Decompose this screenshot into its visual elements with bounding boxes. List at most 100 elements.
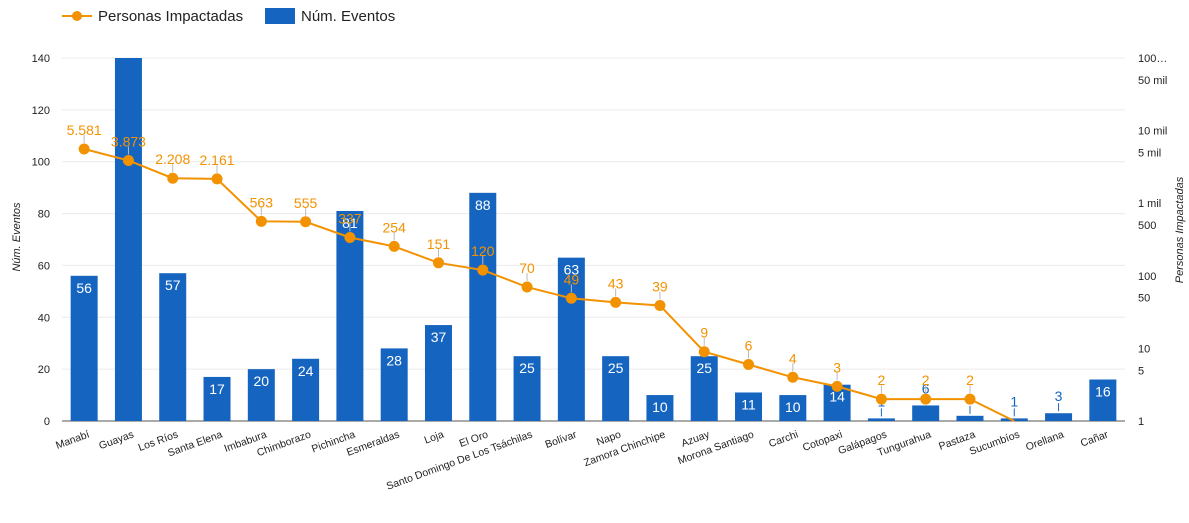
bar-data-label: 16 bbox=[1095, 384, 1111, 400]
bar-data-label: 10 bbox=[652, 399, 668, 415]
line-data-label: 563 bbox=[250, 194, 274, 210]
bar bbox=[469, 192, 497, 421]
bar bbox=[602, 356, 630, 421]
category-label: Guayas bbox=[97, 429, 135, 453]
bar bbox=[779, 395, 807, 421]
line-point bbox=[300, 216, 312, 228]
line-data-label: 120 bbox=[471, 243, 495, 259]
bar bbox=[336, 210, 364, 421]
line-point bbox=[388, 240, 400, 252]
bar-data-label: 37 bbox=[431, 329, 447, 345]
bar-data-label: 88 bbox=[475, 197, 491, 213]
left-tick-label: 140 bbox=[32, 53, 50, 65]
left-tick-label: 0 bbox=[44, 416, 50, 428]
left-axis: 0 20 40 60 80 100 120 140 bbox=[32, 53, 50, 428]
bar-data-label: 25 bbox=[696, 360, 712, 376]
bar-data-label: 81 bbox=[342, 215, 358, 231]
line-data-label: 43 bbox=[608, 275, 624, 291]
line-data-label: 39 bbox=[652, 278, 668, 294]
bar-data-label: 20 bbox=[254, 373, 270, 389]
line-point bbox=[610, 296, 622, 308]
line-point bbox=[654, 299, 666, 311]
line-data-label: 49 bbox=[564, 271, 580, 287]
line-point bbox=[875, 393, 887, 405]
line-point bbox=[698, 346, 710, 358]
legend-label-personas: Personas Impactadas bbox=[98, 8, 243, 25]
bar-data-label: 25 bbox=[519, 360, 535, 376]
right-tick-label: 500 bbox=[1138, 220, 1156, 232]
bar bbox=[203, 376, 231, 421]
right-axis: 1 5 10 50 100 500 1 mil 5 mil 10 mil 50 mil 100… bbox=[1138, 53, 1167, 428]
line-data-label: 2 bbox=[877, 372, 885, 388]
left-tick-label: 60 bbox=[38, 260, 50, 272]
bar-data-label: 24 bbox=[298, 363, 314, 379]
bar bbox=[114, 58, 142, 421]
bar bbox=[912, 405, 940, 421]
bar-data-label: 14 bbox=[829, 389, 845, 405]
line-data-label: 2 bbox=[922, 372, 930, 388]
bar bbox=[159, 273, 187, 421]
line-data-label: 2.161 bbox=[199, 152, 234, 168]
left-tick-label: 80 bbox=[38, 209, 50, 221]
right-tick-label: 100… bbox=[1138, 53, 1167, 65]
bar-data-label: 10 bbox=[785, 399, 801, 415]
legend-item-eventos[interactable]: Núm. Eventos bbox=[265, 8, 395, 25]
category-label: Manabí bbox=[54, 429, 91, 452]
right-tick-label: 10 bbox=[1138, 343, 1150, 355]
legend-item-personas[interactable]: Personas Impactadas bbox=[62, 8, 243, 25]
bar-data-label: 3 bbox=[1055, 388, 1063, 404]
gridlines bbox=[62, 57, 1125, 422]
bar bbox=[867, 418, 895, 421]
line-point bbox=[432, 257, 444, 269]
category-label: Sucumbíos bbox=[968, 429, 1021, 458]
right-tick-label: 1 bbox=[1138, 416, 1144, 428]
line-data-label: 555 bbox=[294, 195, 318, 211]
line-point bbox=[787, 371, 799, 383]
line-point bbox=[920, 393, 932, 405]
line-data-label: 9 bbox=[700, 325, 708, 341]
line-data-label: 3.873 bbox=[111, 134, 146, 150]
bar-data-label: 56 bbox=[76, 280, 92, 296]
bar bbox=[424, 325, 452, 421]
right-axis-title: Personas Impactadas bbox=[1174, 176, 1186, 283]
category-label: Cañar bbox=[1079, 428, 1110, 449]
category-label: Zamora Chinchipe bbox=[582, 428, 667, 469]
line-point bbox=[521, 281, 533, 293]
bar bbox=[513, 356, 541, 421]
line-point bbox=[167, 172, 179, 184]
line-point bbox=[831, 380, 843, 392]
bar bbox=[247, 369, 275, 421]
bar-data-label: 17 bbox=[209, 381, 225, 397]
bar bbox=[735, 392, 763, 421]
line-point bbox=[565, 292, 577, 304]
right-tick-label: 50 mil bbox=[1138, 75, 1167, 87]
bar-data-label: 1 bbox=[1010, 393, 1018, 409]
right-tick-label: 50 bbox=[1138, 293, 1150, 305]
right-tick-label: 100 bbox=[1138, 271, 1156, 283]
line-point bbox=[211, 173, 223, 185]
bars: 5657172024812837882563251025111014162131… bbox=[70, 58, 1117, 421]
line-data-label: 5.581 bbox=[67, 122, 102, 138]
bar bbox=[380, 348, 408, 421]
line-point bbox=[477, 264, 489, 276]
line-data-label: 2 bbox=[966, 372, 974, 388]
bar-data-label: 11 bbox=[741, 396, 756, 412]
legend[interactable]: Personas Impactadas Núm. Eventos bbox=[62, 8, 395, 25]
legend-label-eventos: Núm. Eventos bbox=[301, 8, 395, 25]
left-tick-label: 40 bbox=[38, 312, 50, 324]
line-data-label: 3 bbox=[833, 359, 841, 375]
category-label: Orellana bbox=[1024, 428, 1066, 453]
line-point bbox=[344, 231, 356, 243]
right-tick-label: 5 bbox=[1138, 365, 1144, 377]
bar bbox=[956, 415, 984, 421]
right-tick-label: 10 mil bbox=[1138, 126, 1167, 138]
category-label: Loja bbox=[423, 428, 446, 446]
right-tick-label: 5 mil bbox=[1138, 147, 1161, 159]
bar-data-label: 57 bbox=[165, 277, 181, 293]
bar bbox=[646, 395, 674, 421]
bar-data-label: 25 bbox=[608, 360, 624, 376]
bar bbox=[292, 358, 320, 421]
